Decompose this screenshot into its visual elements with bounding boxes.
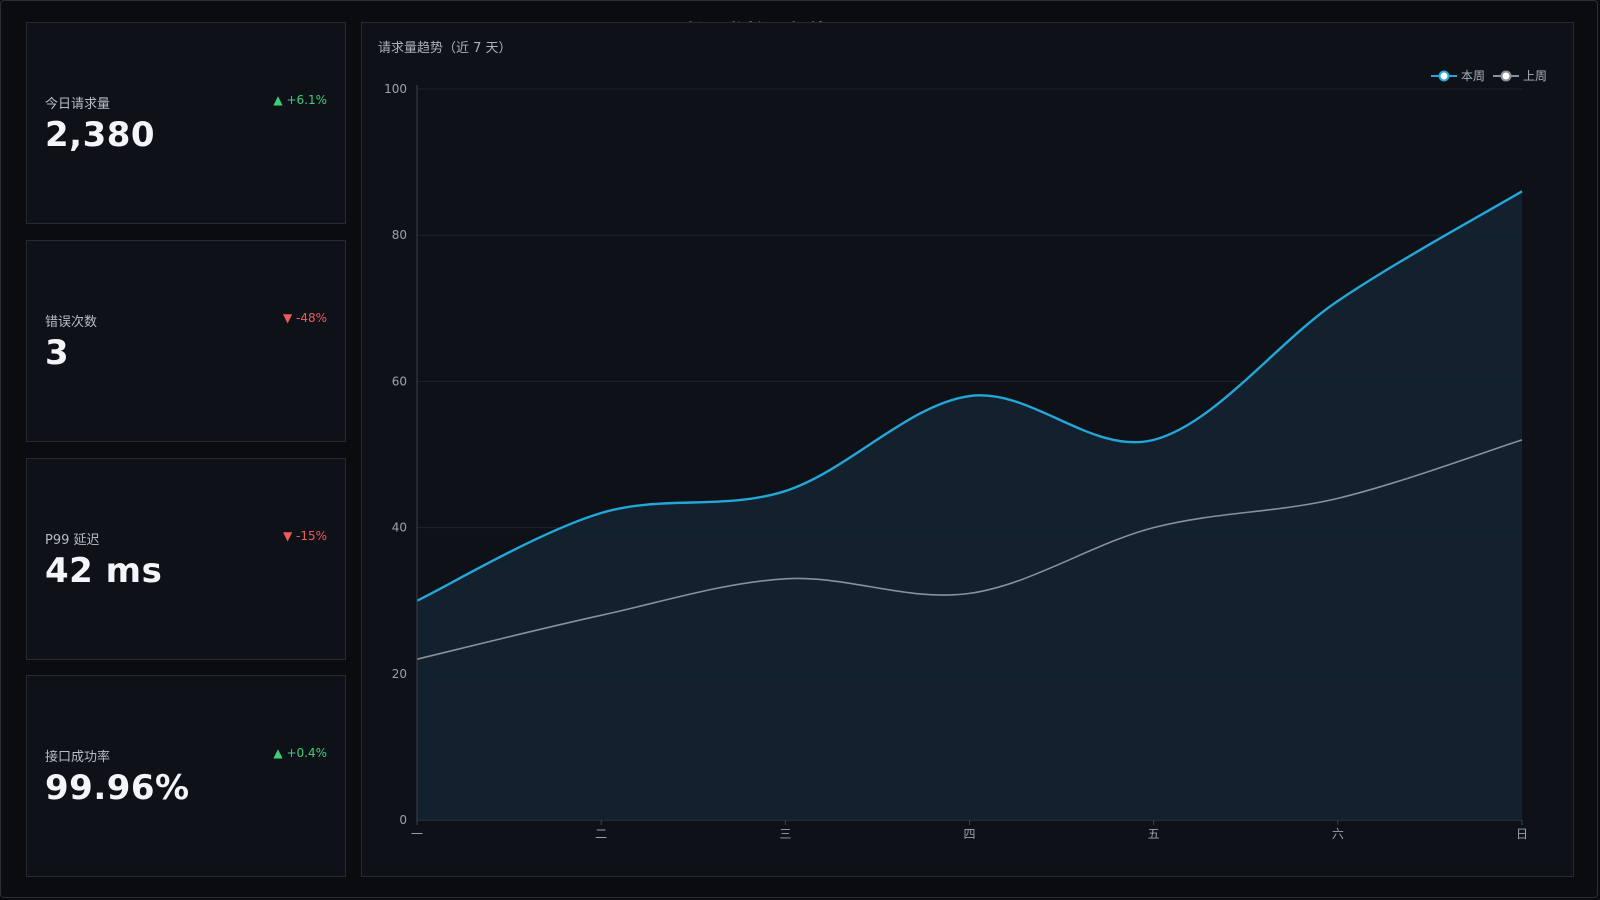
y-tick-label: 80 xyxy=(392,228,407,242)
x-tick-label: 日 xyxy=(1516,827,1528,841)
kpi-label: P99 延迟 xyxy=(45,533,100,548)
trend-chart-panel: 请求量趋势（近 7 天） 本周 上周 0 20 40 60 80 100 一 二 三 四 五 六 日 xyxy=(361,22,1574,877)
kpi-delta: ▲ +6.1% xyxy=(273,93,327,107)
y-tick-label: 40 xyxy=(392,521,407,535)
trend-line-chart: 0 20 40 60 80 100 一 二 三 四 五 六 日 xyxy=(384,82,1528,841)
x-tick-label: 三 xyxy=(779,827,791,841)
legend-label: 上周 xyxy=(1522,69,1547,83)
kpi-delta: ▲ +0.4% xyxy=(273,746,327,760)
x-tick-label: 六 xyxy=(1332,827,1344,841)
x-tick-label: 二 xyxy=(595,827,607,841)
kpi-label: 错误次数 xyxy=(45,315,98,330)
kpi-value: 3 xyxy=(45,333,70,373)
y-tick-label: 0 xyxy=(399,813,407,827)
this-week-area xyxy=(417,191,1522,821)
x-tick-label: 五 xyxy=(1148,827,1160,841)
x-tick-label: 一 xyxy=(411,827,423,841)
x-tick-label: 四 xyxy=(963,827,975,841)
y-tick-label: 20 xyxy=(392,667,407,681)
legend-line-marker-icon xyxy=(1430,70,1457,81)
legend-line-marker-icon xyxy=(1492,70,1519,81)
kpi-label: 接口成功率 xyxy=(45,750,111,765)
kpi-card-requests: 今日请求量 ▲ +6.1% 2,380 xyxy=(26,22,346,224)
chart-legend: 本周 上周 xyxy=(1430,67,1547,84)
kpi-card-success-rate: 接口成功率 ▲ +0.4% 99.96% xyxy=(26,675,346,877)
kpi-delta: ▼ -15% xyxy=(282,529,327,543)
kpi-card-latency: P99 延迟 ▼ -15% 42 ms xyxy=(26,458,346,660)
chart-title: 请求量趋势（近 7 天） xyxy=(378,41,512,56)
series-line-last-week xyxy=(416,439,1523,660)
series-line-this-week xyxy=(416,190,1523,602)
kpi-value: 42 ms xyxy=(45,551,163,591)
y-tick-label: 100 xyxy=(384,82,407,96)
kpi-value: 2,380 xyxy=(45,115,156,155)
kpi-label: 今日请求量 xyxy=(45,97,111,112)
kpi-delta: ▼ -48% xyxy=(282,311,327,325)
kpi-value: 99.96% xyxy=(45,768,190,808)
legend-item-this-week[interactable]: 本周 xyxy=(1430,67,1485,84)
legend-label: 本周 xyxy=(1460,69,1485,83)
kpi-card-errors: 错误次数 ▼ -48% 3 xyxy=(26,240,346,442)
y-tick-label: 60 xyxy=(392,374,407,388)
legend-item-last-week[interactable]: 上周 xyxy=(1492,67,1547,84)
